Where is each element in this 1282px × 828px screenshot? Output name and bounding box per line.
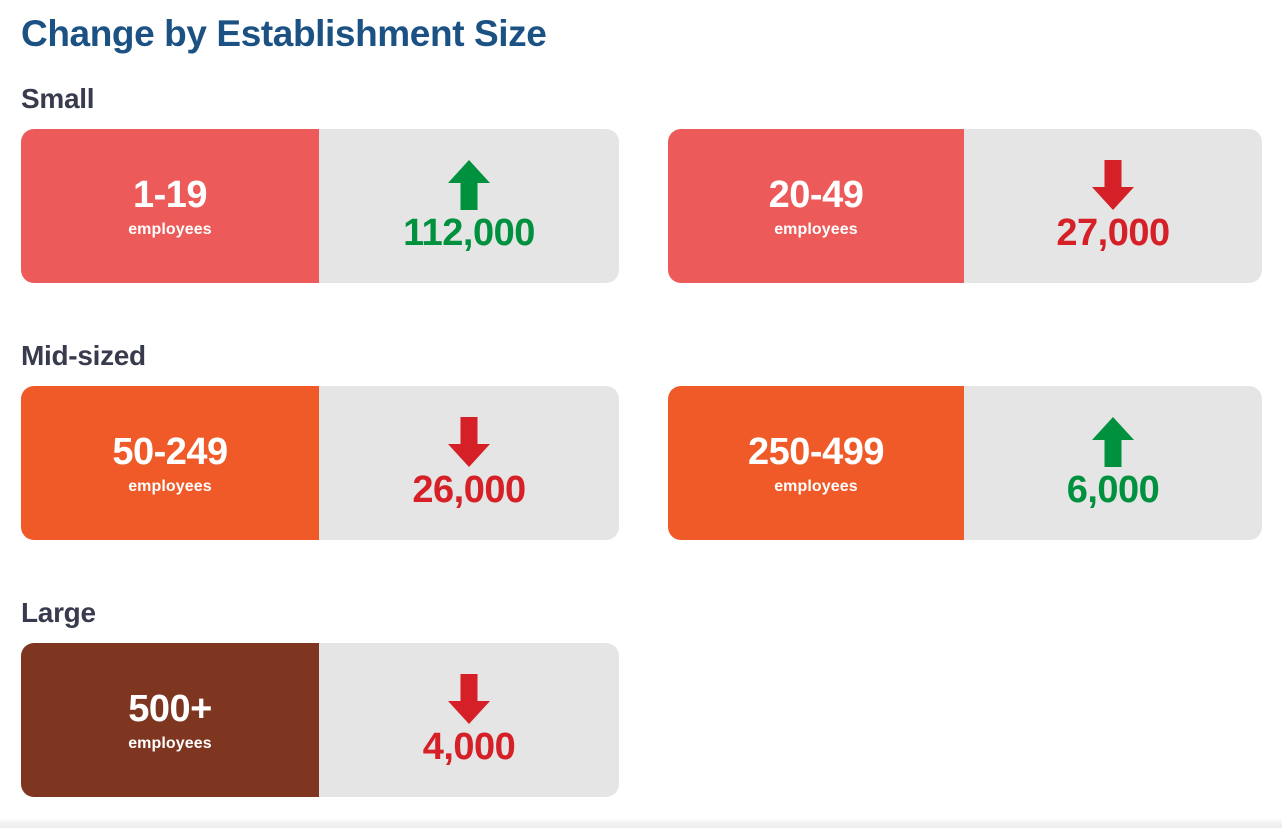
size-range-label: 50-249 — [112, 431, 228, 473]
size-card-label-panel: 250-499 employees — [668, 386, 964, 540]
size-range-label: 20-49 — [768, 174, 864, 216]
change-value: 26,000 — [412, 469, 526, 511]
arrow-up-icon — [1092, 417, 1134, 467]
change-value: 4,000 — [422, 726, 516, 768]
group-cards: 50-249 employees 26,000 250-499 employees 6,0… — [0, 386, 1282, 540]
size-card[interactable]: 250-499 employees 6,000 — [668, 386, 1262, 540]
size-card[interactable]: 50-249 employees 26,000 — [21, 386, 619, 540]
size-unit-label: employees — [774, 478, 858, 495]
size-range-label: 250-499 — [748, 431, 884, 473]
change-value: 27,000 — [1056, 212, 1170, 254]
size-card-label-panel: 500+ employees — [21, 643, 319, 797]
page-title: Change by Establishment Size — [21, 13, 547, 54]
size-card-label-panel: 50-249 employees — [21, 386, 319, 540]
size-card[interactable]: 20-49 employees 27,000 — [668, 129, 1262, 283]
change-value: 112,000 — [403, 212, 535, 254]
change-value: 6,000 — [1066, 469, 1160, 511]
size-range-label: 500+ — [128, 688, 212, 730]
size-card[interactable]: 1-19 employees 112,000 — [21, 129, 619, 283]
arrow-up-icon — [448, 160, 490, 210]
bottom-divider — [0, 818, 1282, 828]
group-heading: Large — [21, 597, 96, 628]
size-unit-label: employees — [128, 221, 212, 238]
arrow-down-icon — [448, 417, 490, 467]
size-card-label-panel: 20-49 employees — [668, 129, 964, 283]
size-card-value-panel: 112,000 — [319, 129, 619, 283]
size-unit-label: employees — [128, 478, 212, 495]
group-cards: 1-19 employees 112,000 20-49 employees 27,000 — [0, 129, 1282, 283]
arrow-down-icon — [1092, 160, 1134, 210]
size-unit-label: employees — [128, 735, 212, 752]
group-heading: Mid-sized — [21, 340, 146, 371]
group-heading: Small — [21, 83, 95, 114]
size-card-value-panel: 4,000 — [319, 643, 619, 797]
size-range-label: 1-19 — [132, 174, 208, 216]
group-cards: 500+ employees 4,000 — [0, 643, 1282, 797]
size-card-value-panel: 27,000 — [964, 129, 1262, 283]
arrow-down-icon — [448, 674, 490, 724]
size-card[interactable]: 500+ employees 4,000 — [21, 643, 619, 797]
size-card-label-panel: 1-19 employees — [21, 129, 319, 283]
size-card-value-panel: 6,000 — [964, 386, 1262, 540]
size-unit-label: employees — [774, 221, 858, 238]
size-card-value-panel: 26,000 — [319, 386, 619, 540]
